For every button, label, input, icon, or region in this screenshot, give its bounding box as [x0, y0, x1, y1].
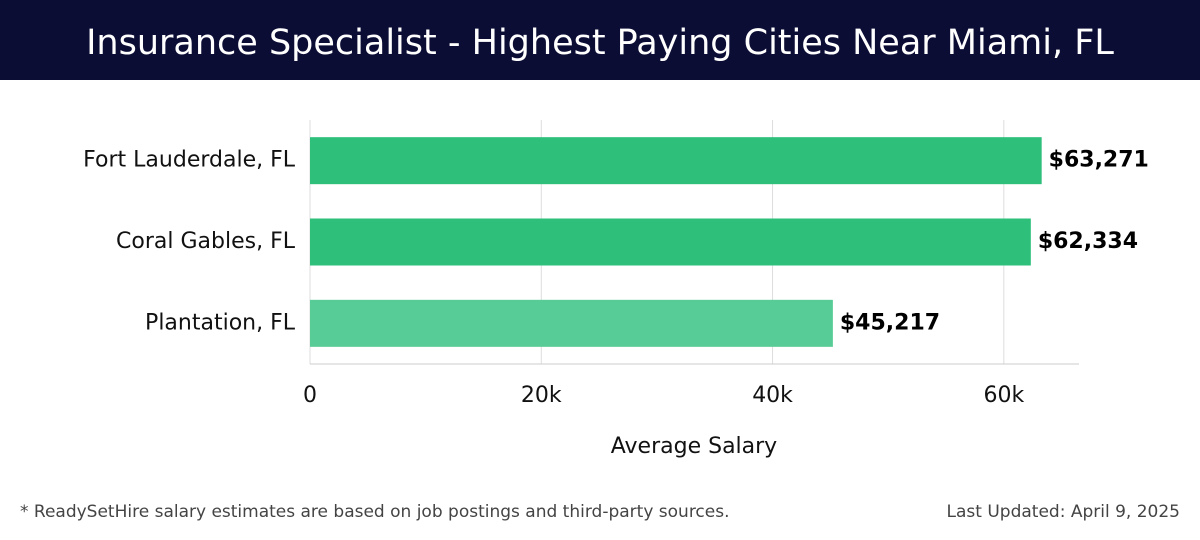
- value-label: $62,334: [1038, 229, 1138, 254]
- bar: [310, 137, 1042, 185]
- y-tick-label: Plantation, FL: [145, 310, 296, 335]
- x-tick-label: 40k: [752, 383, 793, 408]
- x-tick-label: 0: [303, 383, 317, 408]
- x-tick-label: 20k: [521, 383, 562, 408]
- bar: [310, 299, 833, 347]
- footnote: * ReadySetHire salary estimates are base…: [20, 502, 730, 522]
- value-label: $63,271: [1049, 148, 1149, 173]
- last-updated: Last Updated: April 9, 2025: [947, 502, 1180, 522]
- y-tick-label: Coral Gables, FL: [116, 229, 296, 254]
- bar: [310, 218, 1031, 266]
- header-band: [0, 0, 1200, 80]
- y-tick-label: Fort Lauderdale, FL: [83, 148, 296, 173]
- x-tick-label: 60k: [983, 383, 1024, 408]
- x-axis-label: Average Salary: [611, 434, 777, 459]
- value-label: $45,217: [840, 310, 940, 335]
- chart-title: Insurance Specialist - Highest Paying Ci…: [86, 23, 1114, 63]
